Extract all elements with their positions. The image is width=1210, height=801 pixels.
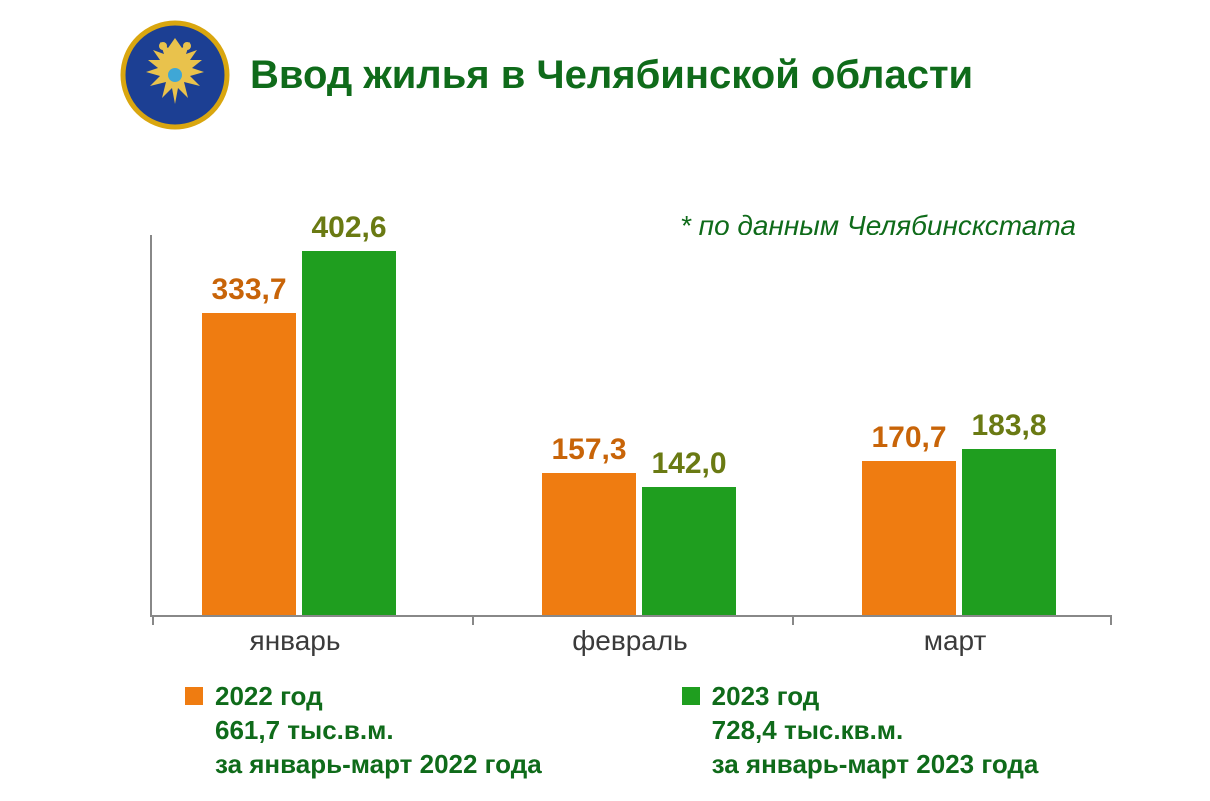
bar-2023 xyxy=(642,487,736,615)
bar-wrap: 183,8 xyxy=(962,449,1056,615)
rosstat-emblem-icon xyxy=(120,20,230,130)
bar-chart: 333,7 402,6 157,3 142,0 170,7 xyxy=(150,235,1112,617)
x-axis-label: январь xyxy=(195,625,395,657)
bar-wrap: 170,7 xyxy=(862,461,956,615)
bar-2023 xyxy=(962,449,1056,615)
legend-line: 728,4 тыс.кв.м. xyxy=(712,714,1039,748)
legend-line: 2023 год xyxy=(712,680,1039,714)
bar-wrap: 402,6 xyxy=(302,251,396,615)
legend-text: 2023 год 728,4 тыс.кв.м. за январь-март … xyxy=(712,680,1039,781)
bar-group: 170,7 183,8 xyxy=(862,449,1056,615)
legend-line: за январь-март 2023 года xyxy=(712,748,1039,782)
bar-2022 xyxy=(202,313,296,615)
page: Ввод жилья в Челябинской области * по да… xyxy=(0,0,1210,801)
legend-item-2022: 2022 год 661,7 тыс.в.м. за январь-март 2… xyxy=(185,680,542,781)
x-tick xyxy=(1110,615,1112,625)
bar-value-label: 402,6 xyxy=(279,211,419,245)
legend-line: 661,7 тыс.в.м. xyxy=(215,714,542,748)
bar-value-label: 333,7 xyxy=(179,273,319,307)
bar-value-label: 142,0 xyxy=(619,447,759,481)
x-tick xyxy=(472,615,474,625)
bar-group: 333,7 402,6 xyxy=(202,251,396,615)
bar-value-label: 183,8 xyxy=(939,409,1079,443)
bar-wrap: 142,0 xyxy=(642,487,736,615)
bar-wrap: 157,3 xyxy=(542,473,636,615)
x-tick xyxy=(152,615,154,625)
x-axis-label: март xyxy=(855,625,1055,657)
legend-swatch xyxy=(185,687,203,705)
legend-item-2023: 2023 год 728,4 тыс.кв.м. за январь-март … xyxy=(682,680,1039,781)
bar-group: 157,3 142,0 xyxy=(542,473,736,615)
bar-2023 xyxy=(302,251,396,615)
bar-2022 xyxy=(862,461,956,615)
legend-line: 2022 год xyxy=(215,680,542,714)
bar-2022 xyxy=(542,473,636,615)
legend-swatch xyxy=(682,687,700,705)
bar-wrap: 333,7 xyxy=(202,313,296,615)
legend-line: за январь-март 2022 года xyxy=(215,748,542,782)
legend-text: 2022 год 661,7 тыс.в.м. за январь-март 2… xyxy=(215,680,542,781)
legend: 2022 год 661,7 тыс.в.м. за январь-март 2… xyxy=(185,680,1038,781)
page-title: Ввод жилья в Челябинской области xyxy=(250,53,973,98)
x-axis-label: февраль xyxy=(530,625,730,657)
header: Ввод жилья в Челябинской области xyxy=(120,20,973,130)
x-tick xyxy=(792,615,794,625)
